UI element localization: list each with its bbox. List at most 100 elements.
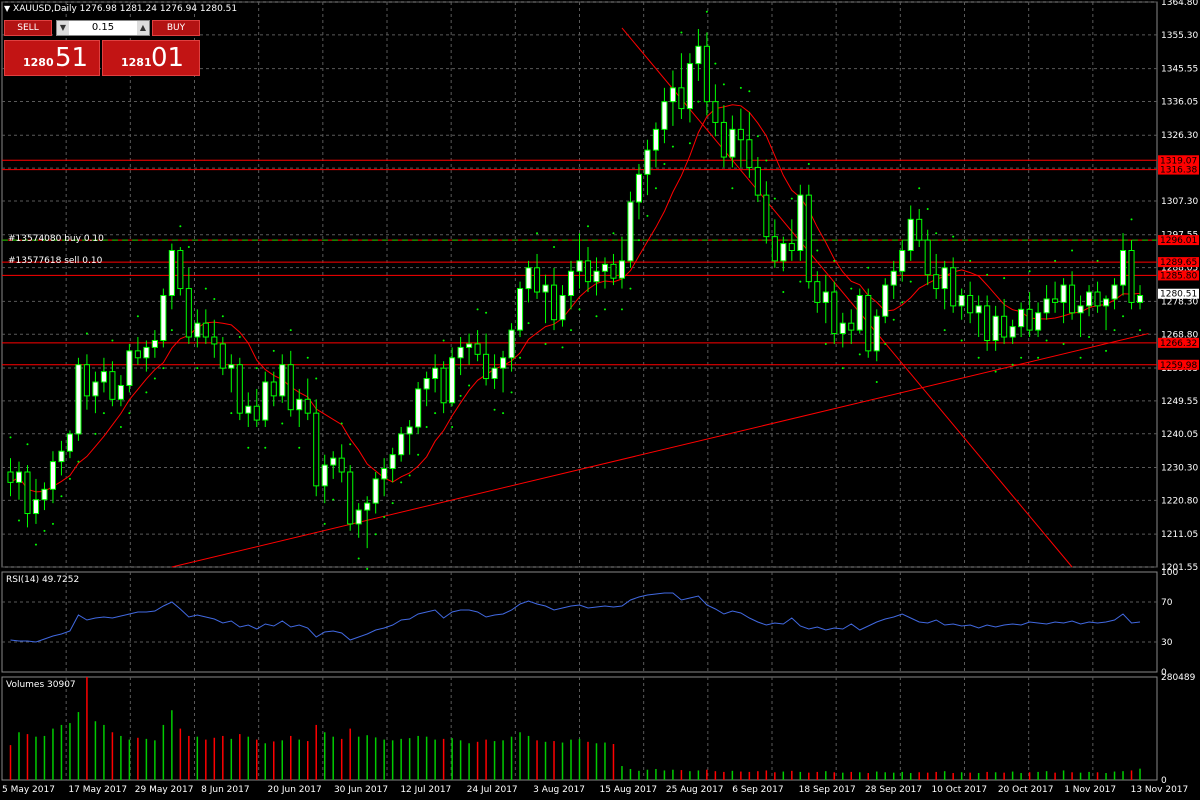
- sar-dot: [94, 432, 97, 435]
- rsi-tick-label: 100: [1161, 568, 1178, 578]
- sar-dot: [841, 367, 844, 370]
- sar-dot: [187, 246, 190, 249]
- sar-dot: [765, 159, 768, 162]
- candle-body: [1077, 305, 1084, 314]
- price-level-tag: [1158, 337, 1199, 348]
- sar-dot: [833, 259, 836, 262]
- buy-price-box[interactable]: 1281 01: [102, 40, 200, 76]
- candle-body: [109, 371, 116, 400]
- sar-dot: [960, 339, 963, 342]
- order-buy-label[interactable]: #13574080 buy 0.10: [8, 234, 104, 244]
- sar-dot: [578, 308, 581, 311]
- sar-dot: [816, 249, 819, 252]
- sar-dot: [1139, 329, 1142, 332]
- candle-body: [466, 343, 473, 348]
- sar-dot: [519, 356, 522, 359]
- sar-dot: [85, 332, 88, 335]
- sar-dot: [323, 522, 326, 525]
- sar-dot: [977, 356, 980, 359]
- candle-body: [839, 322, 846, 335]
- sar-dot: [629, 287, 632, 290]
- buy-price-small: 1281: [121, 56, 152, 69]
- sell-label: SELL: [17, 23, 39, 33]
- sar-dot: [1071, 249, 1074, 252]
- expand-icon[interactable]: ▼: [4, 4, 11, 13]
- candle-body: [228, 364, 235, 369]
- sar-dot: [289, 329, 292, 332]
- candle-body: [15, 471, 23, 483]
- buy-button[interactable]: BUY: [152, 20, 200, 36]
- candle-body: [7, 471, 14, 483]
- sar-dot: [935, 232, 938, 235]
- lot-increase-icon[interactable]: ▲: [137, 21, 149, 35]
- x-tick-label: 18 Sep 2017: [799, 785, 856, 795]
- sar-dot: [1011, 363, 1014, 366]
- sar-dot: [637, 239, 640, 242]
- order-sell-label[interactable]: #13577618 sell 0.10: [8, 256, 103, 266]
- candle-body: [882, 284, 889, 317]
- candle-body: [924, 239, 931, 276]
- candle-body: [601, 263, 609, 272]
- candle-body: [66, 433, 73, 452]
- price-level-label: 1316.38: [1160, 166, 1197, 176]
- sar-dot: [417, 453, 420, 456]
- candle-body: [1069, 284, 1076, 314]
- candle-body: [890, 270, 897, 286]
- candle-body: [236, 364, 243, 414]
- sar-dot: [1054, 259, 1057, 262]
- candle-body: [415, 388, 422, 428]
- candle-body: [1094, 291, 1101, 307]
- candle-body: [848, 322, 855, 331]
- lot-decrease-icon[interactable]: ▼: [57, 21, 69, 35]
- price-level-tag: [1158, 359, 1199, 370]
- candle-body: [686, 63, 693, 110]
- candle-body: [720, 121, 727, 158]
- candle-body: [483, 353, 490, 380]
- volume-tick-label: 280489: [1161, 673, 1196, 683]
- sar-dot: [1003, 277, 1006, 280]
- candle-body: [262, 381, 269, 421]
- sar-dot: [255, 367, 258, 370]
- candle-body: [754, 166, 761, 196]
- price-level-label: 1285.80: [1160, 271, 1197, 281]
- y-tick-label: 1220.80: [1161, 496, 1198, 506]
- candle-body: [967, 294, 974, 314]
- candle-body: [907, 218, 914, 251]
- candle-body: [788, 243, 795, 251]
- candle-body: [389, 454, 396, 470]
- sar-dot: [162, 367, 165, 370]
- sar-dot: [561, 346, 564, 349]
- sar-dot: [485, 311, 488, 314]
- sell-price-box[interactable]: 1280 51: [4, 40, 100, 76]
- candle-body: [160, 294, 167, 341]
- sell-button[interactable]: SELL: [4, 20, 52, 36]
- candle-body: [168, 249, 175, 296]
- rsi-tick-label: 70: [1161, 598, 1173, 608]
- sar-dot: [442, 339, 445, 342]
- candle-body: [865, 294, 872, 352]
- sar-dot: [892, 318, 895, 321]
- lot-input[interactable]: 0.15: [91, 22, 115, 33]
- candle-body: [814, 281, 821, 303]
- candle-body: [1111, 284, 1118, 300]
- sar-dot: [502, 412, 505, 415]
- lot-stepper[interactable]: ▼ 0.15 ▲: [56, 20, 150, 36]
- price-level-label: 1289.65: [1160, 258, 1197, 268]
- sar-dot: [1088, 336, 1091, 339]
- sar-dot: [994, 370, 997, 373]
- y-tick-label: 1307.30: [1161, 197, 1198, 207]
- candle-body: [1119, 249, 1127, 286]
- sar-dot: [213, 297, 216, 300]
- candle-body: [457, 346, 464, 359]
- x-tick-label: 3 Aug 2017: [533, 785, 585, 795]
- candle-body: [831, 291, 838, 335]
- sar-dot: [383, 515, 386, 518]
- candle-body: [194, 322, 201, 338]
- x-tick-label: 29 May 2017: [135, 785, 194, 795]
- candle-body: [916, 218, 923, 241]
- sar-dot: [476, 308, 479, 311]
- candle-body: [559, 294, 566, 321]
- candle-body: [1001, 315, 1008, 338]
- sar-dot: [1037, 356, 1040, 359]
